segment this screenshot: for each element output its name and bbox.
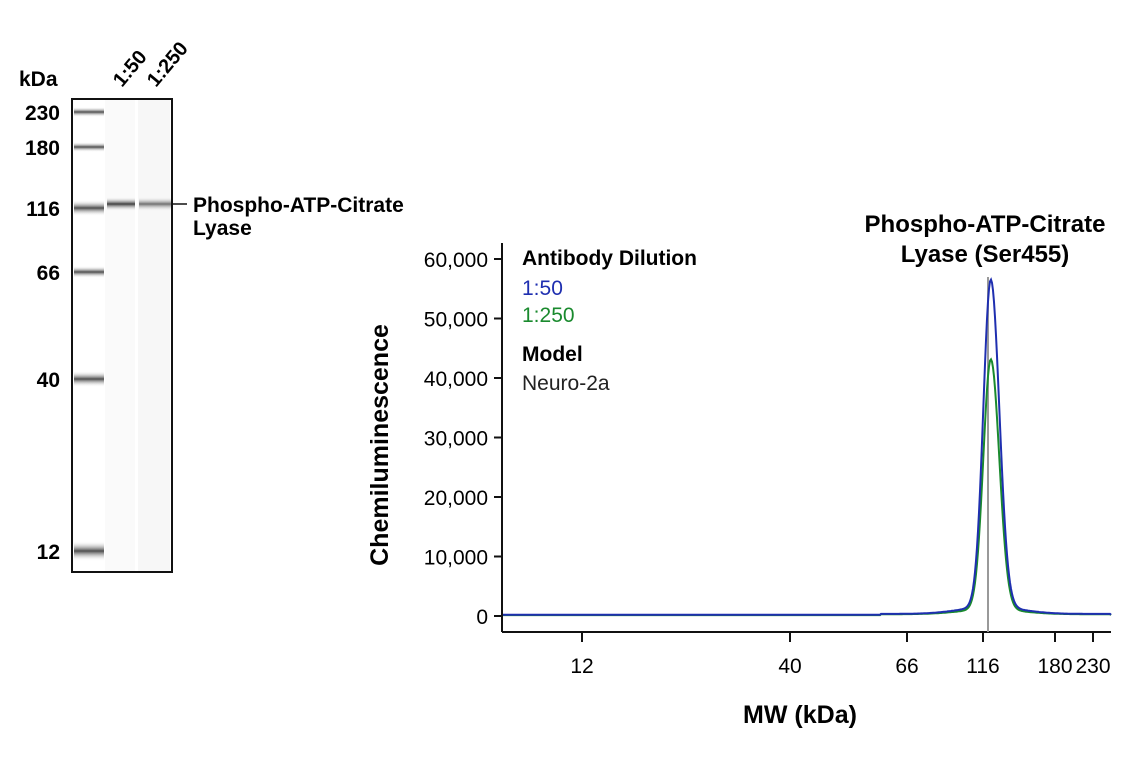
x-tick-label: 12 [570, 655, 593, 678]
band-label-2: Lyase [193, 217, 252, 240]
marker-label-66: 66 [37, 262, 60, 285]
y-tick-label: 0 [476, 606, 488, 629]
y-axis-label: Chemiluminescence [366, 324, 394, 566]
kda-label: kDa [19, 68, 58, 91]
chart-title-2: Lyase (Ser455) [901, 241, 1070, 268]
marker-label-230: 230 [25, 102, 60, 125]
chart-title: Phospho-ATP-Citrate [865, 211, 1106, 238]
x-tick-label: 40 [778, 655, 801, 678]
x-tick-label: 230 [1075, 655, 1110, 678]
y-tick-label: 50,000 [424, 309, 488, 332]
ladder-band-230 [74, 107, 104, 117]
ladder-band-180 [74, 142, 104, 152]
x-tick-label: 180 [1037, 655, 1072, 678]
y-tick-label: 60,000 [424, 249, 488, 272]
ladder-band-116 [74, 200, 104, 216]
marker-label-40: 40 [37, 369, 60, 392]
x-tick-label: 66 [895, 655, 918, 678]
band-label: Phospho-ATP-Citrate [193, 194, 404, 217]
x-tick-label: 116 [966, 655, 999, 678]
model-value: Neuro-2a [522, 372, 610, 395]
y-tick-label: 20,000 [424, 487, 488, 510]
ladder-band-66 [74, 266, 104, 278]
model-heading: Model [522, 343, 583, 366]
ladder-band-12 [74, 541, 104, 561]
electropherogram: Phospho-ATP-Citrate Lyase (Ser455) Chemi… [366, 211, 1112, 729]
western-blot: kDa 1:50 1:250 230 180 116 66 40 12 Phospho-A… [19, 38, 404, 573]
lane-label-1: 1:50 [109, 46, 152, 91]
lane-label-2: 1:250 [143, 38, 193, 91]
legend: Antibody Dilution 1:50 1:250 Model Neuro… [522, 247, 697, 395]
legend-series-1: 1:50 [522, 277, 563, 300]
legend-heading: Antibody Dilution [522, 247, 697, 270]
x-axis-label: MW (kDa) [743, 701, 857, 729]
y-tick-label: 30,000 [424, 428, 488, 451]
marker-label-180: 180 [25, 137, 60, 160]
y-tick-label: 10,000 [424, 547, 488, 570]
marker-label-12: 12 [37, 541, 60, 564]
legend-series-2: 1:250 [522, 304, 575, 327]
sample-band-1 [107, 197, 135, 211]
sample-band-2 [139, 197, 171, 211]
series-line-1:50 [503, 277, 1112, 616]
marker-label-116: 116 [26, 198, 60, 221]
ladder-band-40 [74, 371, 104, 387]
series-line-1:250 [503, 357, 1112, 617]
ladder-lane [74, 107, 104, 561]
y-tick-label: 40,000 [424, 368, 488, 391]
